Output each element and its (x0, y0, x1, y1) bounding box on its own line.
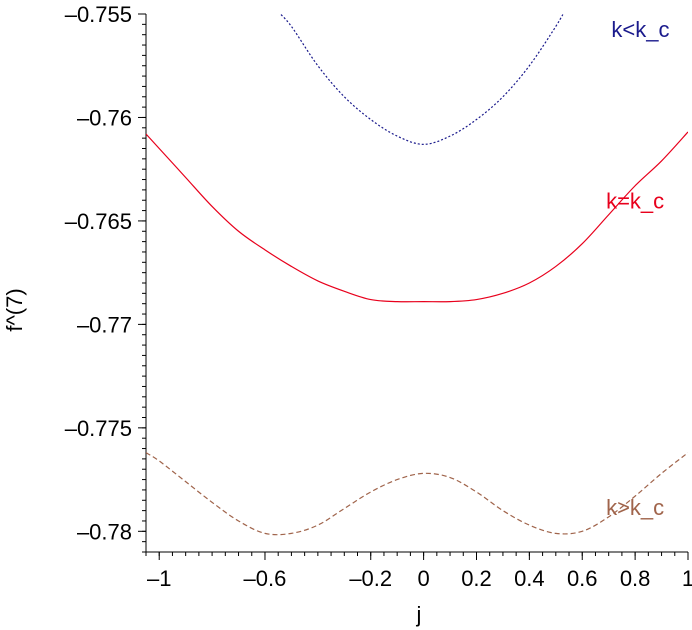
y-tick-label: –0.765 (65, 209, 132, 234)
series-line-0 (279, 14, 564, 145)
y-tick-label: –0.77 (77, 312, 132, 337)
y-tick-label: –0.76 (77, 105, 132, 130)
x-tick-label: –0.2 (349, 566, 392, 591)
x-axis-ticks: –1 –0.6 –0.2 0 0.2 0.4 0.6 0.8 1 (145, 552, 692, 591)
x-tick-label: 0.4 (514, 566, 545, 591)
x-tick-label: 0.6 (567, 566, 598, 591)
x-tick-label: 0.8 (620, 566, 651, 591)
series-line-2 (146, 452, 688, 536)
y-tick-label: –0.755 (65, 2, 132, 27)
x-tick-label: 0 (417, 566, 429, 591)
y-tick-label: –0.775 (65, 416, 132, 441)
axes (145, 14, 688, 553)
x-tick-label: –1 (147, 566, 171, 591)
y-axis-ticks: –0.755 –0.76 –0.765 –0.77 –0.775 –0.78 (65, 2, 146, 553)
y-tick-label: –0.78 (77, 519, 132, 544)
series-label-0: k<k_c (611, 17, 669, 42)
x-axis-title: j (416, 602, 422, 627)
y-axis-title: f^(7) (2, 288, 27, 331)
series-label-2: k>k_c (606, 495, 664, 520)
series-line-1 (146, 131, 688, 303)
series-labels: k<k_c k=k_c k>k_c (606, 17, 669, 520)
x-tick-label: –0.6 (244, 566, 287, 591)
x-tick-label: 1 (682, 566, 692, 591)
x-tick-label: 0.2 (461, 566, 492, 591)
series-label-1: k=k_c (606, 189, 664, 214)
series-lines (146, 14, 688, 536)
